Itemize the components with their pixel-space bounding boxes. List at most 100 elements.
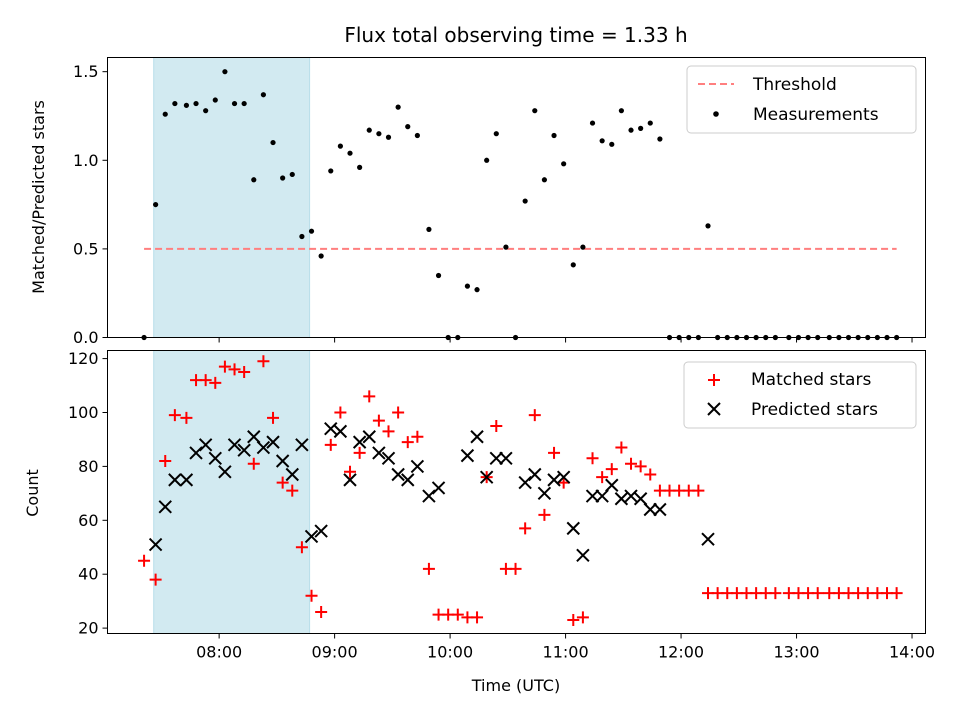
- chart-title: Flux total observing time = 1.33 h: [344, 23, 687, 47]
- predicted-star-point: [595, 489, 609, 503]
- measurement-point: [561, 161, 567, 167]
- measurement-point: [376, 131, 382, 137]
- measurement-point: [289, 171, 295, 178]
- measurement-point: [493, 131, 499, 137]
- matched-star-point: [209, 376, 222, 389]
- count-legend-box: [683, 361, 917, 429]
- matched-star-point: [422, 562, 435, 575]
- measurement-point: [203, 108, 209, 114]
- predicted-star-point: [643, 502, 657, 517]
- matched-star-point: [344, 465, 357, 478]
- y-tick-label: 120: [68, 349, 99, 368]
- matched-star-point: [238, 366, 251, 379]
- predicted-star-point: [499, 451, 513, 466]
- count-panel: 20 40 60 80 100 120 08:00 09:00 10:00 11:00 12:00…: [23, 349, 935, 695]
- predicted-star-point: [633, 492, 648, 506]
- y-tick-label: 60: [78, 511, 98, 530]
- measurement-point: [347, 150, 353, 156]
- y-tick-label: 40: [78, 565, 98, 584]
- matched-star-point: [305, 589, 318, 602]
- predicted-star-point: [362, 430, 376, 444]
- predicted-star-point: [653, 502, 667, 517]
- measurement-point: [705, 223, 711, 229]
- measurement-point: [162, 111, 168, 117]
- x-tick-label: 12:00: [658, 643, 704, 662]
- ratio-panel: 0.0 0.5 1.0 1.5 Flux total observing time =…: [29, 23, 926, 347]
- predicted-star-point: [314, 524, 328, 538]
- measurement-point: [337, 143, 343, 149]
- matched-star-point: [411, 430, 424, 443]
- matched-star-point: [890, 587, 903, 600]
- y-tick-label: 0.0: [73, 328, 98, 347]
- predicted-star-point: [537, 486, 552, 501]
- count-axes-frame: [107, 350, 926, 634]
- matched-star-point: [149, 573, 162, 586]
- matched-star-point: [353, 446, 366, 459]
- measurement-point: [270, 139, 276, 146]
- matched-star-point: [509, 562, 522, 575]
- predicted-star-point: [247, 430, 261, 444]
- matched-star-point: [451, 608, 464, 621]
- matched-star-point: [247, 457, 260, 470]
- count-y-axis-label: Count: [23, 469, 42, 517]
- predicted-star-point: [208, 451, 222, 466]
- predicted-star-point: [489, 451, 503, 466]
- measurement-point: [328, 168, 334, 174]
- measurement-point: [628, 127, 634, 133]
- matched-star-point: [267, 411, 280, 424]
- ratio-axes-frame: [107, 57, 926, 338]
- matched-star-point: [324, 438, 337, 451]
- predicted-star-point: [256, 440, 271, 455]
- measurement-point: [609, 141, 615, 147]
- matched-star-points: [138, 355, 903, 627]
- y-tick-label: 100: [68, 403, 99, 422]
- matched-star-point: [276, 476, 289, 489]
- measurement-point: [395, 104, 401, 110]
- x-tick-label: 08:00: [196, 643, 242, 662]
- measurement-point: [153, 201, 159, 208]
- measurement-point: [357, 164, 363, 170]
- legend-predicted-label: Predicted stars: [751, 400, 878, 420]
- measurement-point: [385, 134, 392, 140]
- measurement-point: [241, 100, 247, 107]
- y-tick-label: 0.5: [73, 239, 98, 258]
- predicted-star-point: [547, 473, 561, 487]
- measurement-point: [532, 108, 538, 114]
- measurement-point: [426, 226, 432, 232]
- matched-star-point: [625, 457, 638, 470]
- legend-threshold-label: Threshold: [752, 75, 837, 95]
- predicted-star-point: [576, 548, 590, 563]
- ratio-y-axis-label: Matched/Predicted stars: [29, 100, 48, 294]
- x-tick-label: 11:00: [543, 643, 589, 662]
- measurement-point: [251, 177, 257, 183]
- matched-star-point: [490, 419, 503, 432]
- predicted-star-point: [198, 438, 213, 452]
- matched-star-point: [528, 409, 541, 422]
- predicted-star-point: [168, 473, 182, 487]
- measurement-point: [484, 157, 490, 163]
- measurement-point: [280, 175, 286, 181]
- legend-measurements-swatch: [713, 111, 719, 117]
- measurement-point: [435, 272, 442, 279]
- observing-window-shade-top: [153, 57, 311, 338]
- matched-star-point: [596, 471, 609, 484]
- legend-matched-label: Matched stars: [751, 370, 871, 390]
- matched-star-point: [228, 363, 241, 376]
- measurement-point: [618, 108, 624, 114]
- predicted-star-point: [528, 467, 542, 482]
- y-tick-label: 1.5: [73, 62, 98, 81]
- matched-star-point: [138, 554, 151, 567]
- legend-predicted-swatch: [707, 402, 721, 416]
- predicted-star-point: [460, 448, 475, 463]
- measurement-point: [299, 233, 305, 240]
- predicted-star-point: [333, 424, 348, 439]
- matched-star-point: [548, 446, 561, 459]
- measurement-point: [541, 177, 548, 183]
- matched-star-point: [168, 409, 181, 422]
- measurement-point: [212, 97, 218, 103]
- measurement-point: [260, 92, 267, 98]
- matched-star-point: [286, 484, 299, 497]
- x-axis-label: Time (UTC): [471, 676, 560, 695]
- predicted-star-point: [624, 489, 638, 503]
- measurement-point: [366, 127, 372, 133]
